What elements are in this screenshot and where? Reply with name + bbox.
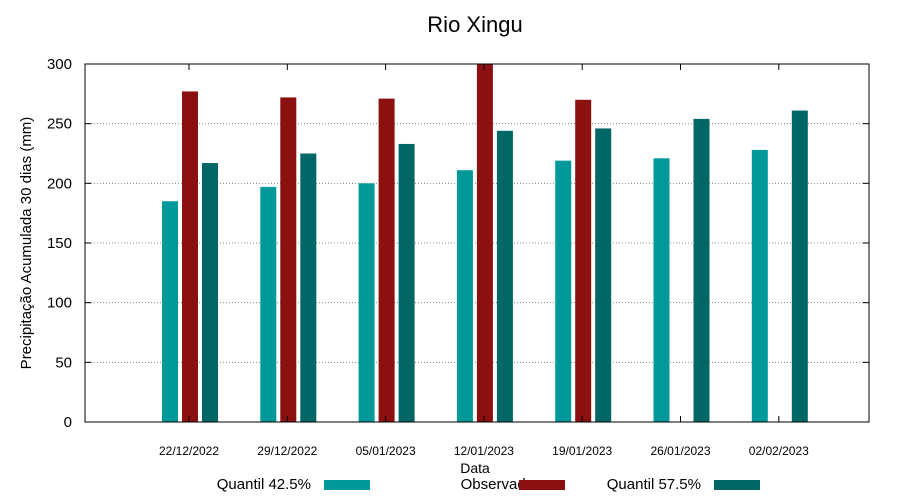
y-tick-label: 50 [55, 354, 72, 371]
legend-swatch [714, 480, 760, 490]
bar-quantil-57-5--0 [202, 163, 218, 422]
y-tick-label: 250 [47, 116, 72, 133]
axis-ticks: 0 50 100 150 200 250 300 22/12/2022 29/12/2022 05… [47, 56, 869, 458]
x-tick-label: 29/12/2022 [257, 444, 317, 458]
bars [162, 64, 808, 423]
y-tick-label: 150 [47, 235, 72, 252]
x-tick-label: 05/01/2023 [356, 444, 416, 458]
y-axis-label: Precipitação Acumulada 30 dias (mm) [18, 117, 35, 370]
bar-quantil-42-5--1 [260, 186, 277, 422]
bar-observado-3 [476, 64, 493, 422]
bar-quantil-42-5--5 [653, 158, 670, 423]
x-tick-label: 26/01/2023 [650, 444, 710, 458]
bar-quantil-57-5--6 [791, 110, 808, 422]
y-tick-label: 300 [47, 56, 72, 73]
bar-observado-2 [378, 98, 395, 423]
legend-label: Quantil 57.5% [607, 476, 701, 493]
bar-observado-0 [182, 91, 198, 423]
bar-quantil-42-5--2 [358, 183, 375, 422]
legend-swatch [519, 480, 565, 490]
bar-quantil-42-5--6 [751, 149, 768, 423]
bar-quantil-42-5--4 [555, 160, 572, 422]
y-tick-label: 200 [47, 175, 72, 192]
y-tick-label: 100 [47, 295, 72, 312]
y-tick-label: 0 [64, 414, 72, 431]
bar-quantil-57-5--4 [595, 128, 612, 422]
legend-label: Observado [461, 476, 534, 493]
bar-quantil-57-5--2 [398, 143, 415, 422]
chart-title: Rio Xingu [427, 12, 522, 37]
bar-quantil-42-5--0 [162, 201, 178, 422]
legend: Quantil 42.5% Observado Quantil 57.5% [217, 476, 760, 493]
bar-observado-1 [280, 97, 297, 422]
legend-label: Quantil 42.5% [217, 476, 311, 493]
x-axis-label: Data [460, 460, 490, 476]
bar-quantil-42-5--3 [456, 170, 473, 422]
x-tick-label: 12/01/2023 [454, 444, 514, 458]
bar-observado-4 [575, 99, 592, 423]
x-tick-label: 19/01/2023 [552, 444, 612, 458]
bar-quantil-57-5--5 [693, 118, 710, 422]
x-tick-label: 02/02/2023 [749, 444, 809, 458]
x-tick-label: 22/12/2022 [159, 444, 219, 458]
bar-quantil-57-5--3 [496, 130, 513, 422]
bar-quantil-57-5--1 [300, 153, 317, 422]
legend-swatch [324, 480, 370, 490]
